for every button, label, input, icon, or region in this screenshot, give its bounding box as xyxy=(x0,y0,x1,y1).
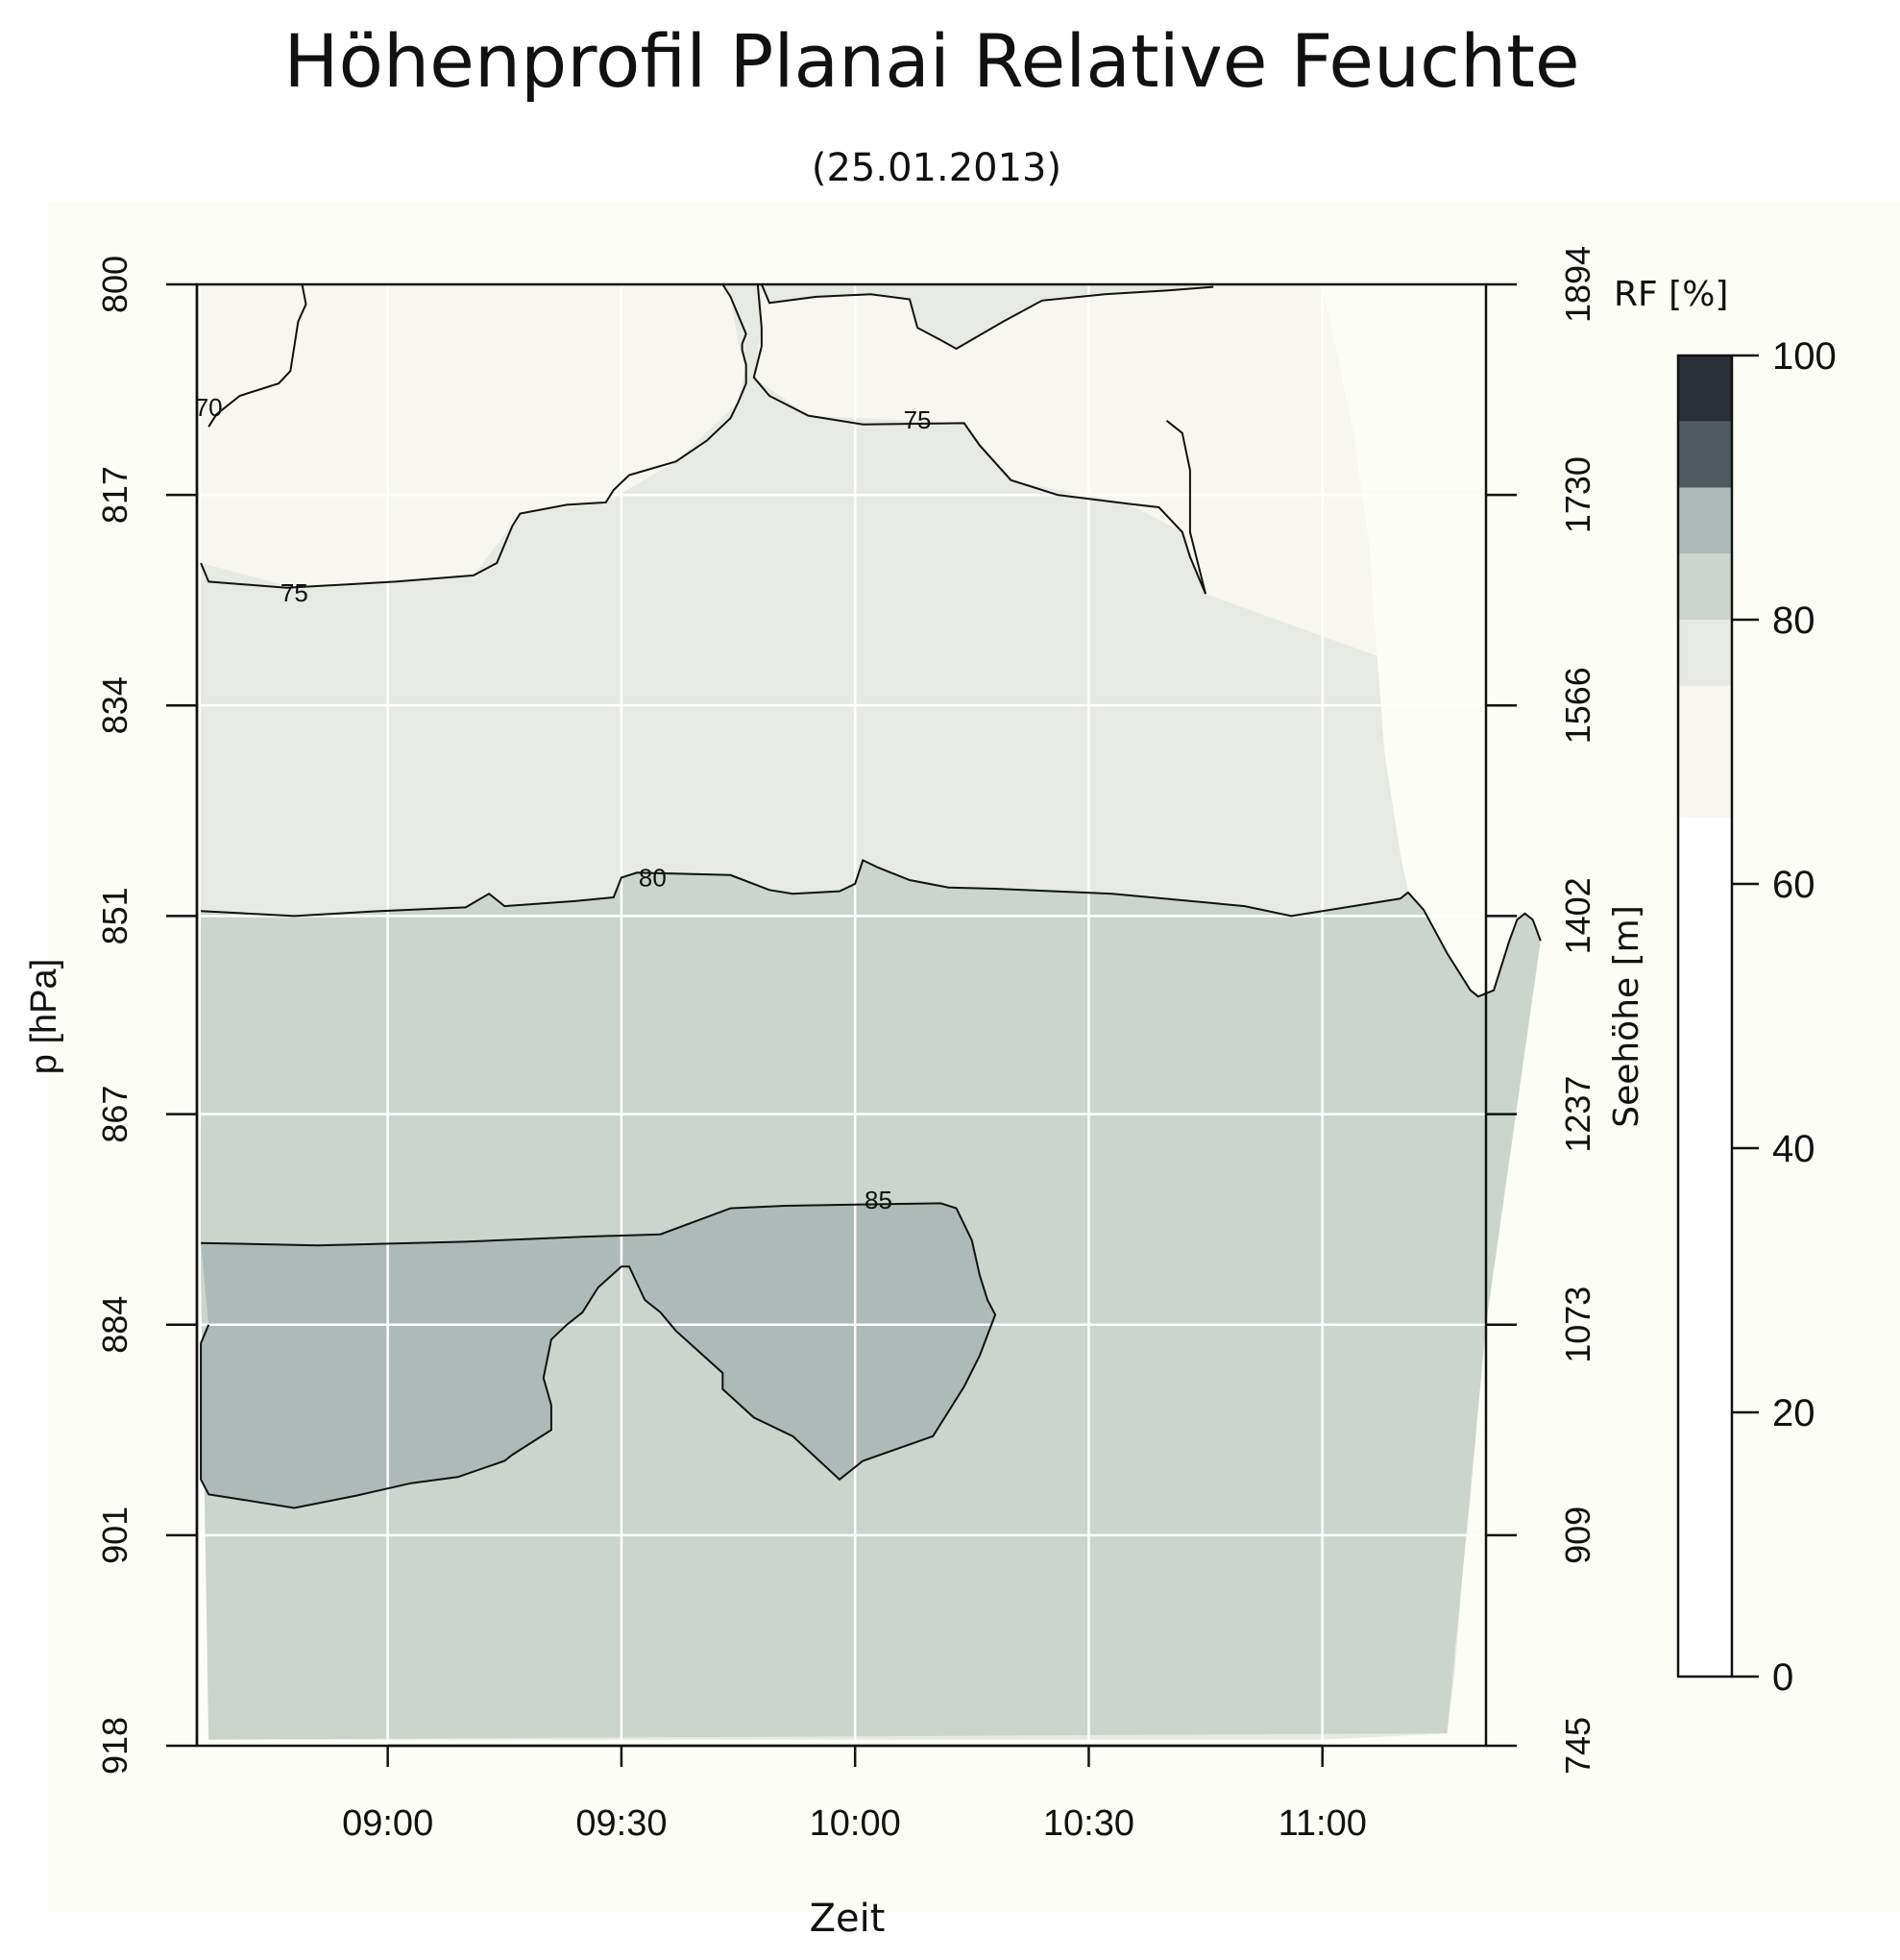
colorbar-band-2 xyxy=(1678,620,1732,686)
band-75-80-top xyxy=(761,284,1214,349)
x-tick-label-2: 10:00 xyxy=(810,1803,901,1844)
y-tick-label-5: 884 xyxy=(95,1296,134,1354)
y-tick-label-2: 834 xyxy=(95,676,134,734)
y-axis-label: p [hPa] xyxy=(24,959,64,1074)
contour-75-2 xyxy=(760,283,1214,351)
colorbar-band-0 xyxy=(1678,818,1732,1677)
contour-lines xyxy=(200,283,1542,1509)
x-axis-label: Zeit xyxy=(810,1897,886,1941)
contour-85-5 xyxy=(200,1202,997,1509)
y-right-tick-label-5: 1073 xyxy=(1558,1286,1597,1363)
contour-70-3 xyxy=(207,283,307,428)
chart-title: Höhenprofil Planai Relative Feuchte xyxy=(283,18,1579,104)
y-tick-label-3: 851 xyxy=(95,887,134,944)
x-tick-label-3: 10:30 xyxy=(1043,1803,1134,1844)
colorbar-tick-label-4: 80 xyxy=(1772,600,1815,642)
y-axis-right: 1894 1730 1566 1402 1237 1073 909 745 xyxy=(1486,246,1597,1775)
colorbar-band-3 xyxy=(1678,553,1732,620)
x-tick-label-4: 11:00 xyxy=(1279,1803,1367,1844)
colorbar: 0 20 40 60 80 100 xyxy=(1676,335,1837,1699)
contour-75-0 xyxy=(200,283,747,589)
y-tick-label-7: 918 xyxy=(95,1717,134,1775)
y-tick-label-6: 901 xyxy=(95,1507,134,1564)
y-axis-right-label: Seehöhe [m] xyxy=(1607,905,1646,1128)
humidity-field xyxy=(201,284,1541,1740)
colorbar-label: RF [%] xyxy=(1614,275,1728,314)
colorbar-tick-label-0: 0 xyxy=(1772,1656,1793,1699)
colorbar-tick-label-3: 60 xyxy=(1772,864,1815,906)
y-right-tick-label-7: 745 xyxy=(1558,1717,1597,1775)
contour-label-0: 70 xyxy=(195,393,223,422)
y-tick-label-0: 800 xyxy=(95,256,134,313)
y-right-tick-label-1: 1730 xyxy=(1558,456,1597,533)
colorbar-band-5 xyxy=(1678,421,1732,488)
x-tick-label-0: 09:00 xyxy=(342,1803,433,1844)
colorbar-tick-label-5: 100 xyxy=(1772,335,1837,378)
y-tick-label-1: 817 xyxy=(95,466,134,524)
colorbar-band-1 xyxy=(1678,685,1732,819)
y-right-tick-label-6: 909 xyxy=(1558,1507,1597,1564)
contour-label-1: 75 xyxy=(280,578,308,607)
y-right-tick-label-2: 1566 xyxy=(1558,667,1597,744)
colorbar-tick-label-1: 20 xyxy=(1772,1392,1815,1434)
contour-labels: 70 75 75 80 85 xyxy=(195,393,932,1214)
y-tick-label-4: 867 xyxy=(95,1086,134,1143)
contour-75-1 xyxy=(752,283,1207,595)
colorbar-band-6 xyxy=(1678,355,1732,422)
band-85-90 xyxy=(201,1203,996,1508)
contour-80-4 xyxy=(201,859,1542,998)
y-right-tick-label-3: 1402 xyxy=(1558,877,1597,954)
y-right-tick-label-0: 1894 xyxy=(1558,246,1597,323)
colorbar-band-4 xyxy=(1678,487,1732,554)
y-axis-left: 800 817 834 851 867 884 901 918 xyxy=(95,256,199,1775)
colorbar-tick-label-2: 40 xyxy=(1772,1128,1815,1170)
x-tick-label-1: 09:30 xyxy=(575,1803,667,1844)
x-axis: 09:00 09:30 10:00 10:30 11:00 xyxy=(342,1744,1367,1844)
y-right-tick-label-4: 1237 xyxy=(1558,1076,1597,1153)
contour-label-2: 75 xyxy=(904,405,932,434)
contour-label-4: 85 xyxy=(865,1186,892,1214)
contour-label-3: 80 xyxy=(639,864,667,893)
chart-subtitle: (25.01.2013) xyxy=(812,146,1061,190)
colorbar-frame xyxy=(1676,354,1734,1678)
